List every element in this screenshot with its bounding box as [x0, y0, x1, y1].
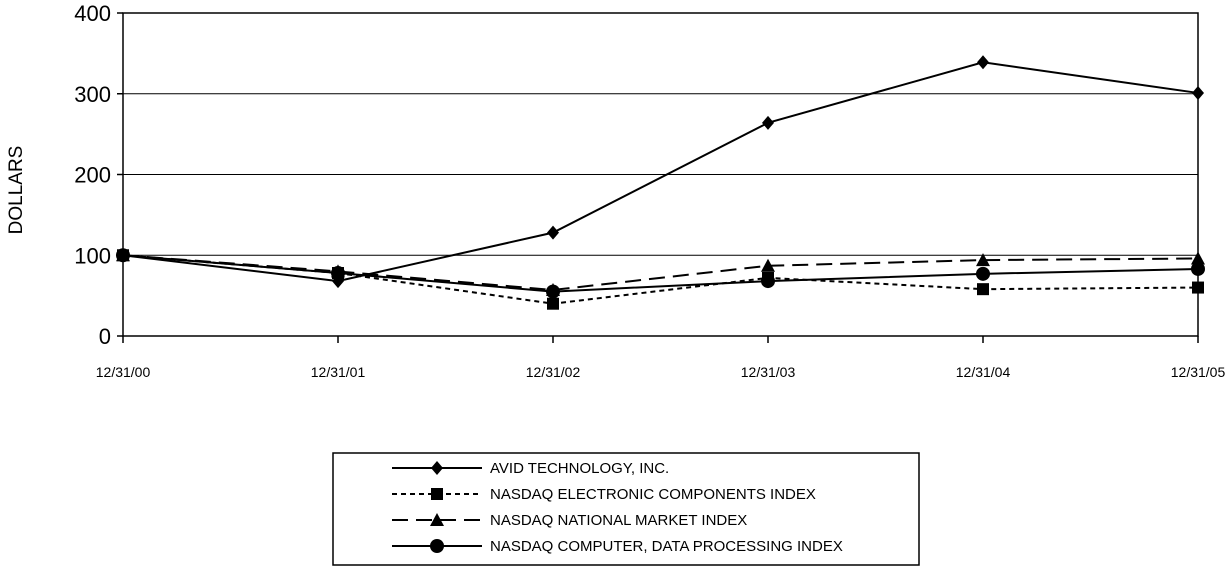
y-tick-label: 400	[74, 1, 111, 26]
data-point	[1192, 281, 1204, 294]
legend-label: NASDAQ ELECTRONIC COMPONENTS INDEX	[490, 486, 816, 503]
data-point	[1192, 85, 1204, 100]
series-diamond	[117, 55, 1204, 289]
y-tick-label: 0	[99, 324, 111, 349]
data-point	[761, 274, 775, 289]
series-circle	[116, 248, 1205, 299]
series-line	[122, 254, 1199, 291]
y-tick-label: 200	[74, 163, 111, 188]
legend-marker	[430, 539, 444, 553]
data-point	[116, 248, 130, 263]
data-point	[547, 297, 559, 310]
data-point	[762, 115, 774, 130]
series-line	[122, 254, 1199, 293]
x-tick-label: 12/31/04	[956, 364, 1011, 380]
legend-item: NASDAQ NATIONAL MARKET INDEX	[392, 512, 747, 529]
legend-item: AVID TECHNOLOGY, INC.	[392, 460, 669, 477]
data-point	[331, 266, 345, 281]
data-point	[976, 266, 990, 281]
legend-marker	[431, 488, 443, 500]
y-axis-label: DOLLARS	[6, 146, 27, 235]
data-point	[977, 283, 989, 296]
legend-label: NASDAQ NATIONAL MARKET INDEX	[490, 512, 747, 529]
x-tick-label: 12/31/05	[1171, 364, 1226, 380]
x-tick-label: 12/31/01	[311, 364, 366, 380]
legend-item: NASDAQ COMPUTER, DATA PROCESSING INDEX	[392, 538, 843, 555]
y-tick-label: 100	[74, 243, 111, 268]
x-tick-label: 12/31/03	[741, 364, 796, 380]
grid	[123, 93, 1198, 256]
data-point	[1191, 261, 1205, 276]
series-layer	[116, 55, 1205, 310]
data-point	[761, 258, 775, 272]
data-point	[976, 253, 990, 267]
data-point	[547, 225, 559, 240]
series-line	[122, 254, 1199, 305]
data-point	[1191, 251, 1205, 265]
legend-marker	[430, 513, 444, 526]
series-square	[117, 249, 1204, 310]
x-tick-label: 12/31/02	[526, 364, 581, 380]
legend-marker	[431, 461, 443, 475]
data-point	[546, 284, 560, 299]
legend: AVID TECHNOLOGY, INC. NASDAQ ELECTRONIC C…	[332, 452, 920, 566]
series-line	[122, 61, 1199, 283]
legend-label: NASDAQ COMPUTER, DATA PROCESSING INDEX	[490, 538, 843, 555]
data-point	[977, 55, 989, 70]
plot-frame	[122, 12, 1199, 337]
axes: 0 100 200 300 400 12/31/00 12/31/01 12/31/02 12/…	[74, 1, 1225, 380]
y-tick-label: 300	[74, 82, 111, 107]
legend-item: NASDAQ ELECTRONIC COMPONENTS INDEX	[392, 486, 816, 503]
legend-label: AVID TECHNOLOGY, INC.	[490, 460, 669, 477]
x-tick-label: 12/31/00	[96, 364, 151, 380]
